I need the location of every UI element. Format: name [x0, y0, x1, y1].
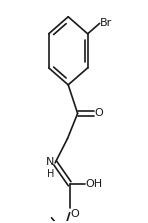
Text: O: O	[95, 108, 103, 118]
Text: N: N	[46, 157, 54, 167]
Text: H: H	[47, 169, 54, 180]
Text: OH: OH	[86, 179, 103, 189]
Text: Br: Br	[100, 18, 113, 28]
Text: O: O	[70, 209, 79, 219]
